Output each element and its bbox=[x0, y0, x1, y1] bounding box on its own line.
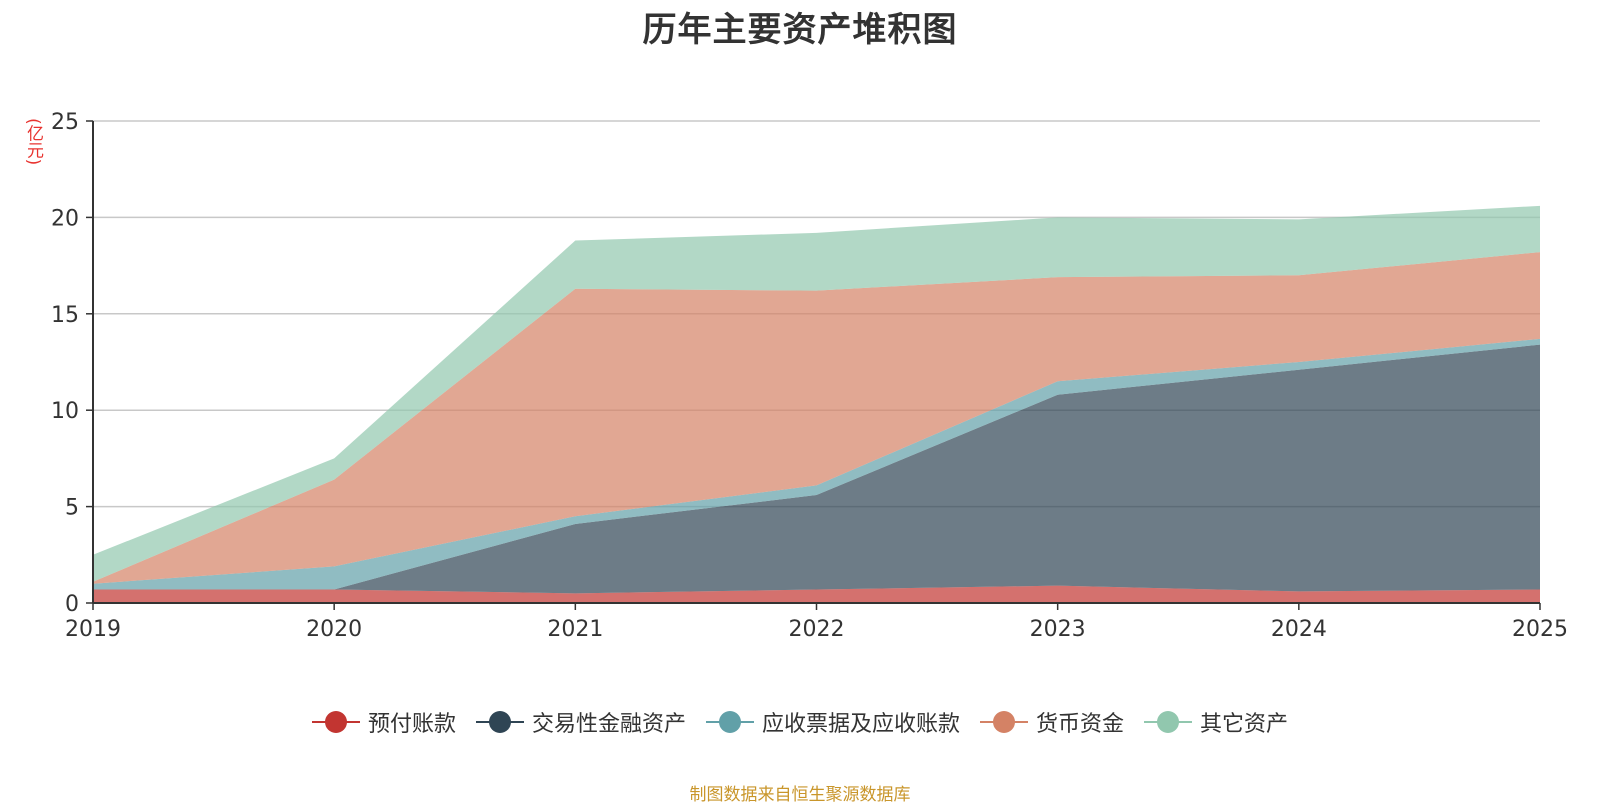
legend-swatch bbox=[475, 710, 524, 734]
chart-title: 历年主要资产堆积图 bbox=[642, 10, 958, 50]
area-series-预付账款 bbox=[93, 585, 1540, 603]
legend-swatch bbox=[311, 710, 360, 734]
x-tick-label: 2022 bbox=[789, 617, 845, 642]
x-tick-label: 2019 bbox=[65, 617, 121, 642]
x-tick-label: 2025 bbox=[1512, 617, 1568, 642]
legend-label: 应收票据及应收账款 bbox=[761, 712, 960, 737]
source-note: 制图数据来自恒生聚源数据库 bbox=[689, 785, 911, 805]
y-tick-label: 20 bbox=[51, 206, 79, 231]
y-axis-unit: (亿元) bbox=[23, 118, 43, 166]
legend-item[interactable]: 预付账款 bbox=[311, 706, 456, 738]
legend-label: 预付账款 bbox=[367, 712, 456, 737]
x-tick-label: 2023 bbox=[1030, 617, 1086, 642]
y-tick-label: 0 bbox=[65, 592, 79, 617]
legend-label: 交易性金融资产 bbox=[531, 712, 686, 737]
legend-item[interactable]: 应收票据及应收账款 bbox=[705, 706, 960, 738]
y-tick-label: 15 bbox=[51, 303, 79, 328]
legend-label: 货币资金 bbox=[1036, 712, 1125, 737]
x-tick-label: 2020 bbox=[306, 617, 362, 642]
area-series-货币资金 bbox=[93, 252, 1540, 584]
x-tick-label: 2021 bbox=[547, 617, 603, 642]
legend-item[interactable]: 交易性金融资产 bbox=[475, 706, 686, 738]
legend-item[interactable]: 其它资产 bbox=[1144, 706, 1288, 738]
area-series-其它资产 bbox=[93, 205, 1540, 582]
legend-swatch bbox=[1144, 710, 1193, 734]
legend-swatch bbox=[705, 710, 754, 734]
area-series bbox=[93, 205, 1540, 603]
y-tick-label: 10 bbox=[51, 399, 79, 424]
legend-swatch bbox=[980, 710, 1028, 734]
legend-item[interactable]: 货币资金 bbox=[980, 706, 1124, 738]
y-tick-label: 5 bbox=[65, 496, 79, 521]
area-series-交易性金融资产 bbox=[93, 344, 1540, 594]
legend: 预付账款 交易性金融资产 应收票据及应收账款 货币资金 其它资产 bbox=[0, 706, 1600, 738]
legend-label: 其它资产 bbox=[1200, 712, 1289, 737]
x-tick-label: 2024 bbox=[1271, 617, 1327, 642]
y-tick-label: 25 bbox=[51, 110, 79, 135]
